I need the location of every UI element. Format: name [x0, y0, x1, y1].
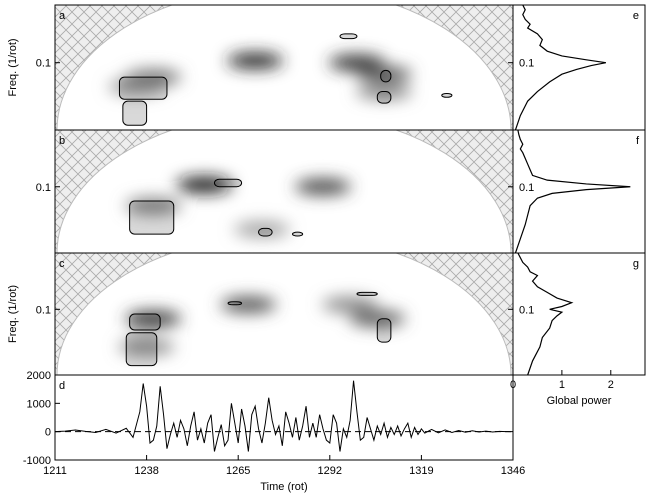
significance-contour-0 — [118, 76, 168, 100]
ytick-label: 0.1 — [36, 182, 51, 194]
significance-contour-4 — [376, 318, 392, 343]
significance-contour-0 — [129, 313, 161, 331]
global-power-line — [517, 252, 574, 376]
xtick-label: 0 — [510, 379, 516, 391]
xtick-label: 1319 — [409, 465, 433, 477]
significance-contour-3 — [291, 231, 304, 237]
significance-contour-2 — [227, 301, 243, 306]
panel-label: f — [636, 135, 640, 147]
x-axis-label: Time (rot) — [260, 481, 307, 493]
significance-contour-2 — [339, 33, 358, 40]
significance-contour-3 — [356, 291, 378, 296]
wavelet-panel-a: a 0.1 Freq. (1/rot) — [7, 4, 514, 131]
panel-label: b — [59, 135, 65, 147]
xtick-label: 1265 — [226, 465, 250, 477]
wavelet-panel-b: b 0.1 — [36, 129, 514, 254]
xtick-label: 1238 — [134, 465, 158, 477]
xtick-label: 1292 — [318, 465, 342, 477]
global-power-panel-f: f 0.1 — [512, 129, 646, 254]
wavelet-panel-c: c 0.1 Freq. (1/rot) — [7, 252, 514, 376]
y-axis-label: Freq. (1/rot) — [7, 38, 19, 96]
significance-contour-2 — [258, 227, 273, 237]
panel-frame — [512, 252, 646, 376]
power-blob-3 — [356, 66, 413, 83]
coi-dome — [56, 130, 512, 253]
y-axis-label: Freq. (1/rot) — [7, 285, 19, 343]
significance-contour-4 — [376, 91, 392, 104]
time-series-panel-d: d -1000 0 1000 2000 1211 1238 1265 1292 1319 1346 T… — [23, 370, 525, 493]
significance-contour-1 — [129, 200, 175, 235]
xtick-label: 2 — [608, 379, 614, 391]
power-blob-1 — [328, 54, 385, 71]
power-blobs — [125, 176, 352, 238]
power-blob-4 — [322, 296, 379, 313]
panel-label: g — [633, 258, 639, 270]
xtick-label: 1 — [559, 379, 565, 391]
panel-label: d — [59, 380, 65, 392]
x-axis-label: Global power — [547, 395, 612, 407]
power-blob-0 — [227, 52, 284, 69]
significance-contour-1 — [125, 332, 158, 367]
global-power-panel-g: g 0.1 — [512, 252, 646, 376]
power-blob-3 — [233, 221, 290, 238]
xtick-label: 1346 — [501, 465, 525, 477]
power-blob-2 — [349, 310, 406, 327]
ytick-label: 0.1 — [519, 58, 534, 70]
significance-contour-1 — [122, 100, 148, 126]
global-power-line — [514, 4, 607, 131]
xtick-label: 1211 — [43, 465, 67, 477]
ytick-label: 0.1 — [36, 304, 51, 316]
ytick-label: 1000 — [27, 398, 51, 410]
series-line — [54, 380, 513, 452]
panel-label: e — [633, 10, 639, 22]
power-blob-3 — [118, 338, 175, 355]
ytick-label: 0.1 — [519, 182, 534, 194]
power-blob-0 — [125, 310, 182, 327]
ytick-label: 0.1 — [36, 58, 51, 70]
panel-label: c — [59, 258, 65, 270]
significance-contour-0 — [213, 178, 243, 188]
coi-dome — [56, 5, 512, 130]
significance-contour-5 — [441, 92, 453, 98]
ytick-label: 0 — [45, 427, 51, 439]
power-blob-4 — [108, 78, 165, 95]
power-blob-0 — [176, 176, 233, 193]
global-power-panel-e: e 0.1 — [512, 4, 646, 131]
power-blob-1 — [220, 296, 277, 313]
power-blob-2 — [125, 197, 182, 214]
panel-label: a — [59, 10, 66, 22]
ytick-label: 0.1 — [519, 304, 534, 316]
power-blob-1 — [295, 178, 352, 195]
global-power-axis: 0 1 2 Global power — [510, 370, 614, 407]
panel-frame — [54, 374, 514, 461]
ytick-label: 2000 — [27, 370, 51, 382]
significance-contour-3 — [380, 69, 392, 83]
power-blobs — [108, 52, 413, 100]
power-blobs — [118, 296, 406, 355]
global-power-line — [514, 129, 631, 254]
ytick-label: -1000 — [23, 455, 51, 467]
